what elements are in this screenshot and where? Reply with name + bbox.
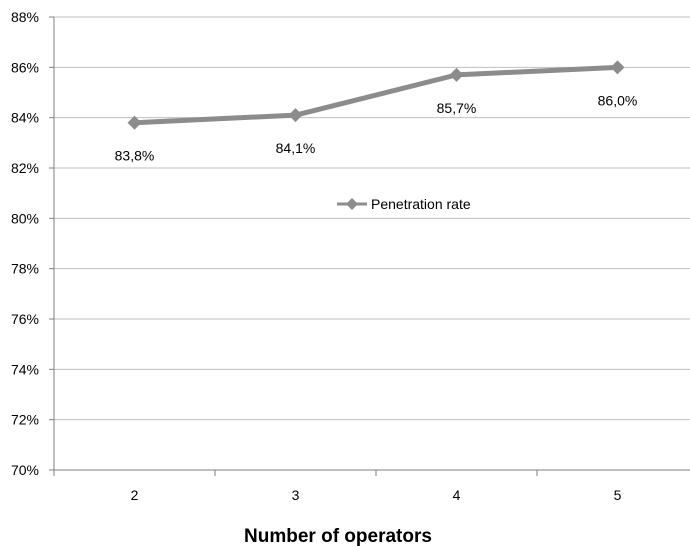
y-tick-label: 72% <box>11 412 39 428</box>
x-axis-title: Number of operators <box>244 526 432 546</box>
y-tick-label: 78% <box>11 261 39 277</box>
data-point-marker <box>610 60 625 75</box>
data-label: 85,7% <box>437 100 477 116</box>
data-point-marker <box>288 108 303 123</box>
x-tick-label: 2 <box>131 487 139 503</box>
gridlines <box>49 16 690 476</box>
data-point-marker <box>449 67 464 82</box>
data-point-marker <box>127 115 142 130</box>
y-axis-tick-labels: 70% 72% 74% 76% 78% 80% 82% 84% 86% 88% <box>11 9 39 478</box>
y-tick-label: 84% <box>11 110 39 126</box>
legend-label: Penetration rate <box>371 196 471 212</box>
legend: Penetration rate <box>337 196 471 212</box>
data-label: 86,0% <box>598 92 638 108</box>
y-tick-label: 80% <box>11 210 39 226</box>
y-tick-label: 74% <box>11 361 39 377</box>
legend-diamond-icon <box>346 198 358 210</box>
data-label: 84,1% <box>276 140 316 156</box>
y-tick-label: 70% <box>11 462 39 478</box>
y-tick-label: 88% <box>11 9 39 25</box>
x-tick-label: 4 <box>453 487 461 503</box>
series-penetration-rate <box>127 60 625 130</box>
y-tick-label: 86% <box>11 59 39 75</box>
x-tick-label: 5 <box>614 487 622 503</box>
series-line <box>132 64 620 126</box>
y-tick-label: 82% <box>11 160 39 176</box>
y-tick-label: 76% <box>11 311 39 327</box>
x-tick-label: 3 <box>292 487 300 503</box>
data-labels: 83,8% 84,1% 85,7% 86,0% <box>115 92 638 163</box>
x-axis-tick-labels: 2 3 4 5 <box>131 487 622 503</box>
data-label: 83,8% <box>115 148 155 164</box>
